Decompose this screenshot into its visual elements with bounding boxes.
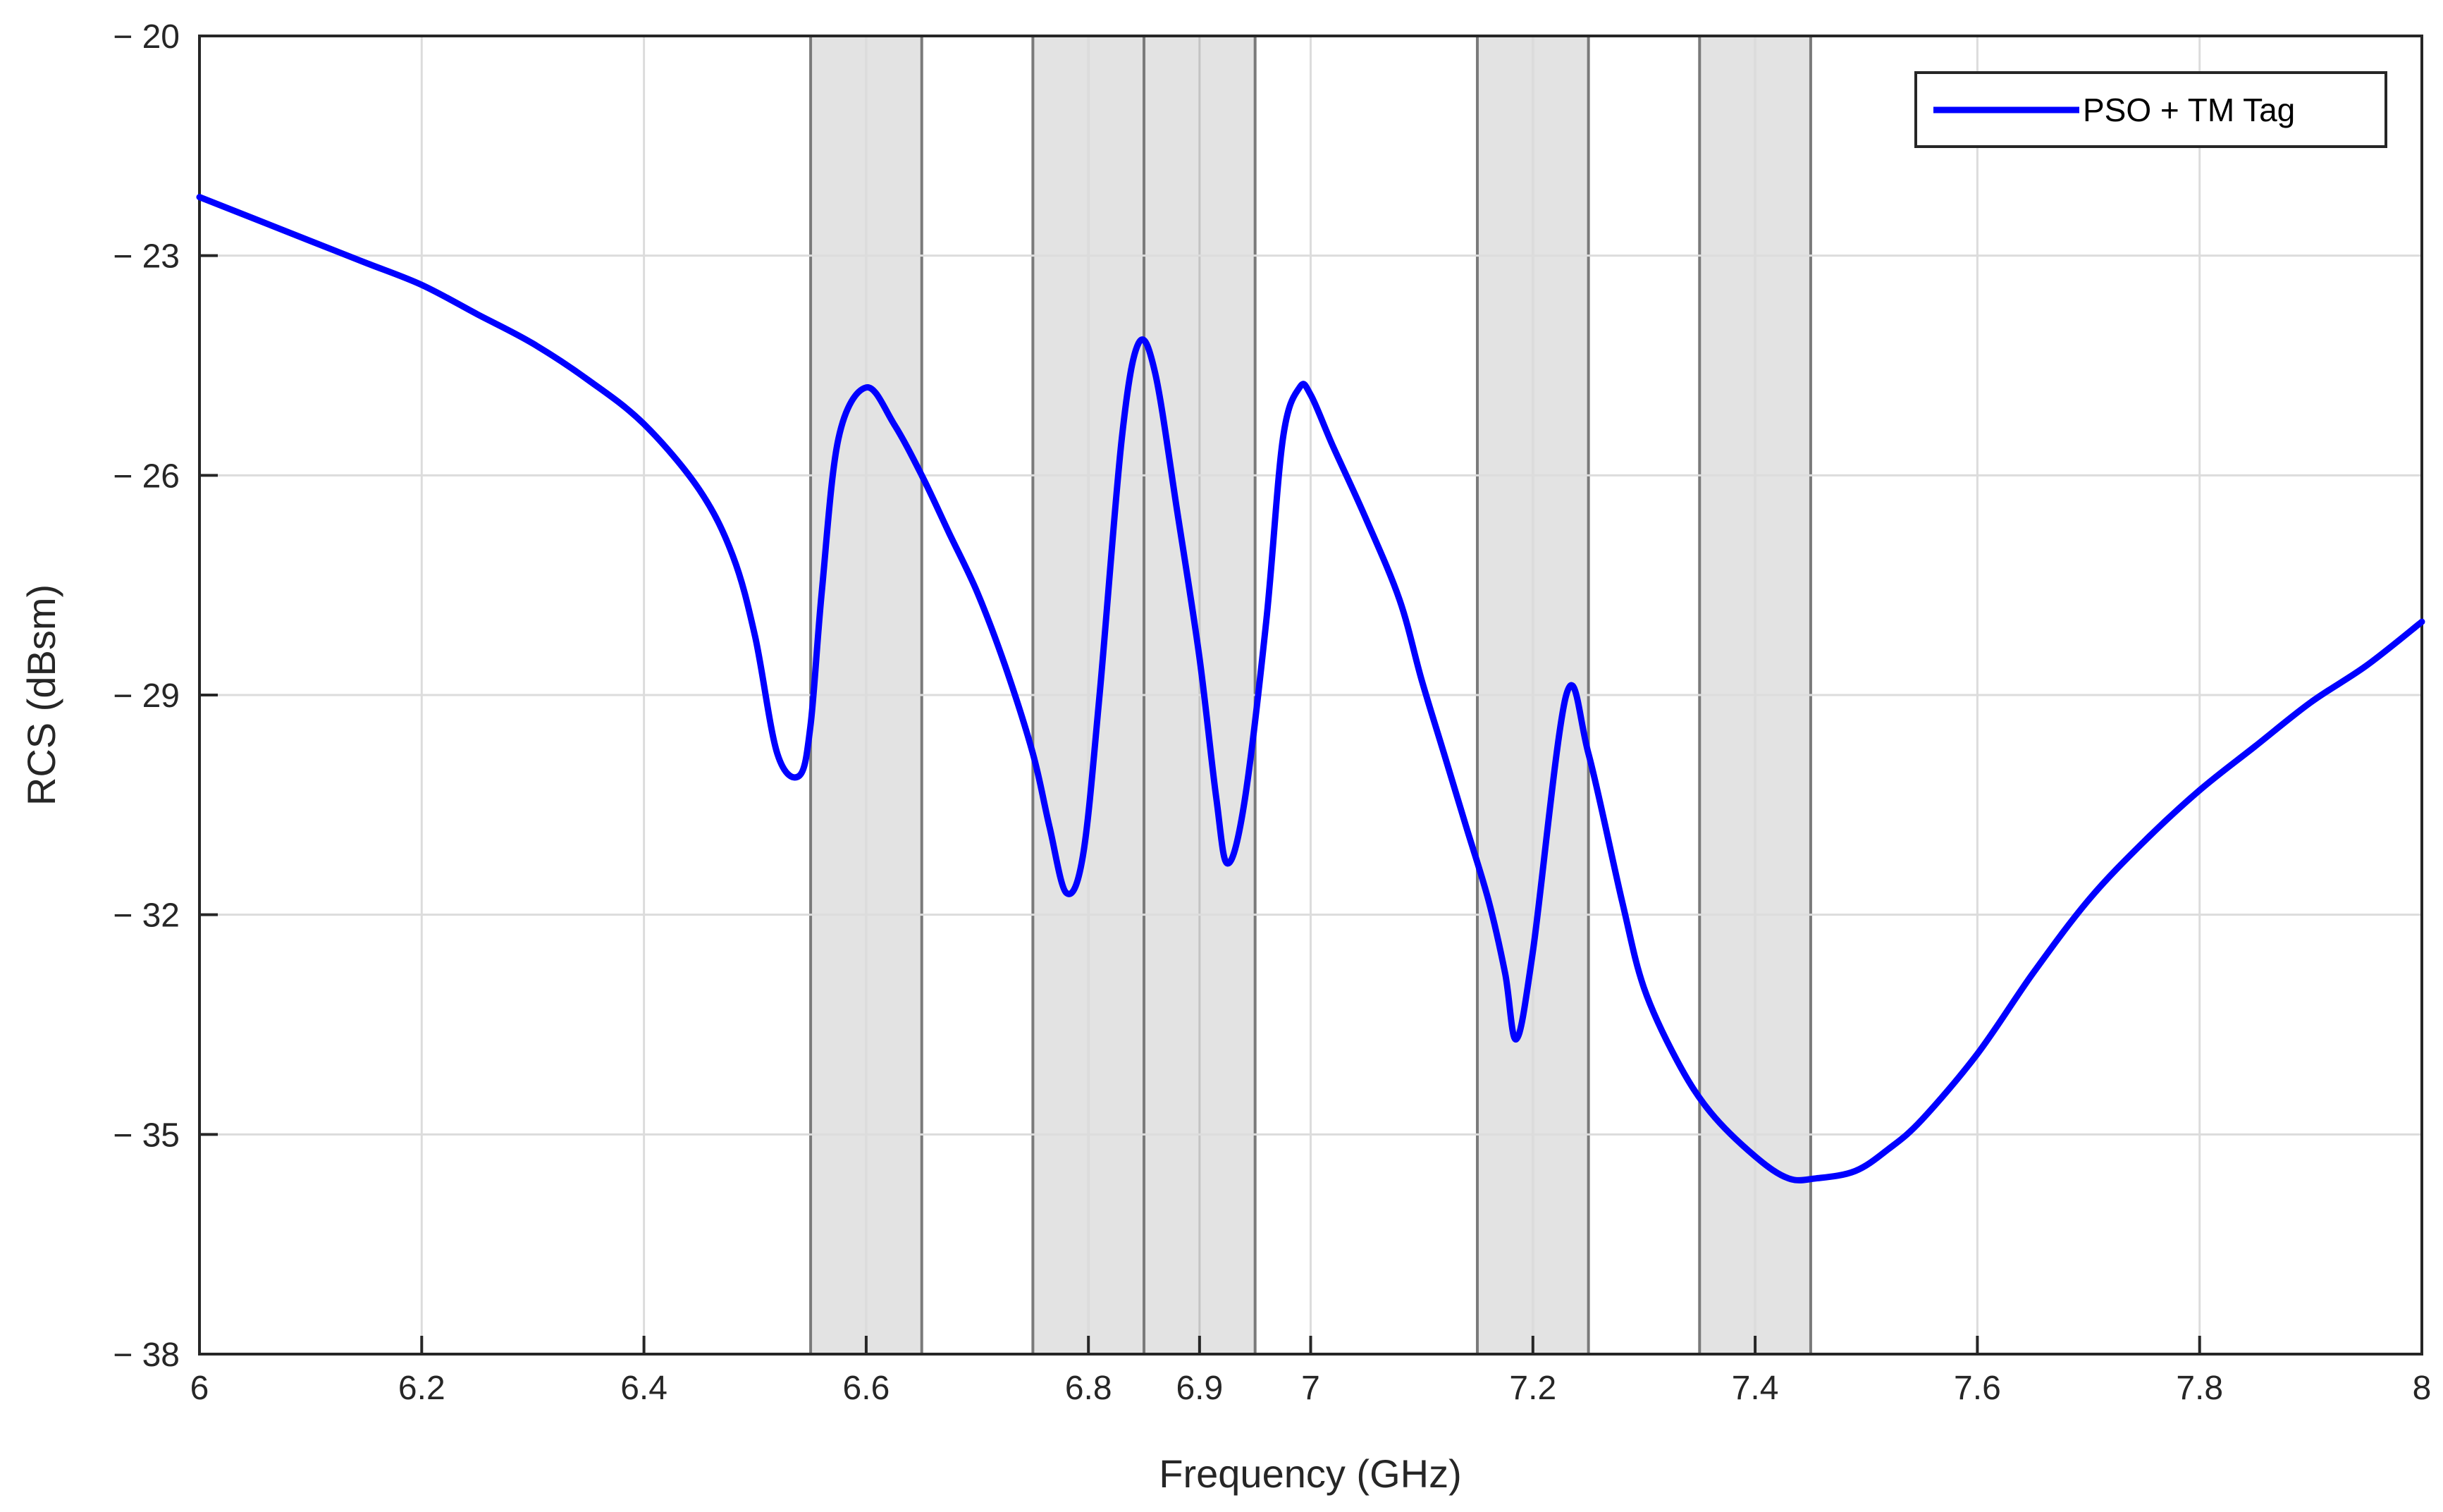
y-tick-label-5: − 23 <box>113 238 180 276</box>
series-line-pso-tm-tag <box>196 194 2425 1184</box>
x-tick-label-9: 7.6 <box>1954 1370 2001 1407</box>
x-tick-label-2: 6.4 <box>620 1370 667 1407</box>
y-tick-label-3: − 29 <box>113 677 180 715</box>
x-tick-label-8: 7.4 <box>1732 1370 1779 1407</box>
y-axis-ticks: − 38 − 35 − 32 − 29 − 26 − 23 − 20 <box>113 18 218 1374</box>
y-tick-label-4: − 26 <box>113 457 180 495</box>
y-tick-label-6: − 20 <box>113 18 180 56</box>
x-tick-label-6: 7 <box>1301 1370 1320 1407</box>
x-tick-label-11: 8 <box>2413 1370 2432 1407</box>
y-axis-label: RCS (dBsm) <box>19 584 63 806</box>
x-tick-label-0: 6 <box>190 1370 209 1407</box>
y-tick-label-2: − 32 <box>113 897 180 935</box>
x-tick-label-1: 6.2 <box>398 1370 445 1407</box>
y-tick-label-0: − 38 <box>113 1336 180 1374</box>
x-axis-label: Frequency (GHz) <box>1159 1451 1461 1496</box>
x-tick-label-10: 7.8 <box>2176 1370 2223 1407</box>
x-tick-label-5: 6.9 <box>1176 1370 1223 1407</box>
legend-entry-label: PSO + TM Tag <box>2083 92 2295 128</box>
legend: PSO + TM Tag <box>1914 71 2387 148</box>
x-tick-label-4: 6.8 <box>1065 1370 1112 1407</box>
x-axis-ticks: 6 6.2 6.4 6.6 6.8 6.9 7 7.2 7.4 7.6 7.8 8 <box>190 1336 2432 1407</box>
y-tick-label-1: − 35 <box>113 1117 180 1154</box>
x-tick-label-7: 7.2 <box>1509 1370 1556 1407</box>
x-tick-label-3: 6.6 <box>843 1370 890 1407</box>
